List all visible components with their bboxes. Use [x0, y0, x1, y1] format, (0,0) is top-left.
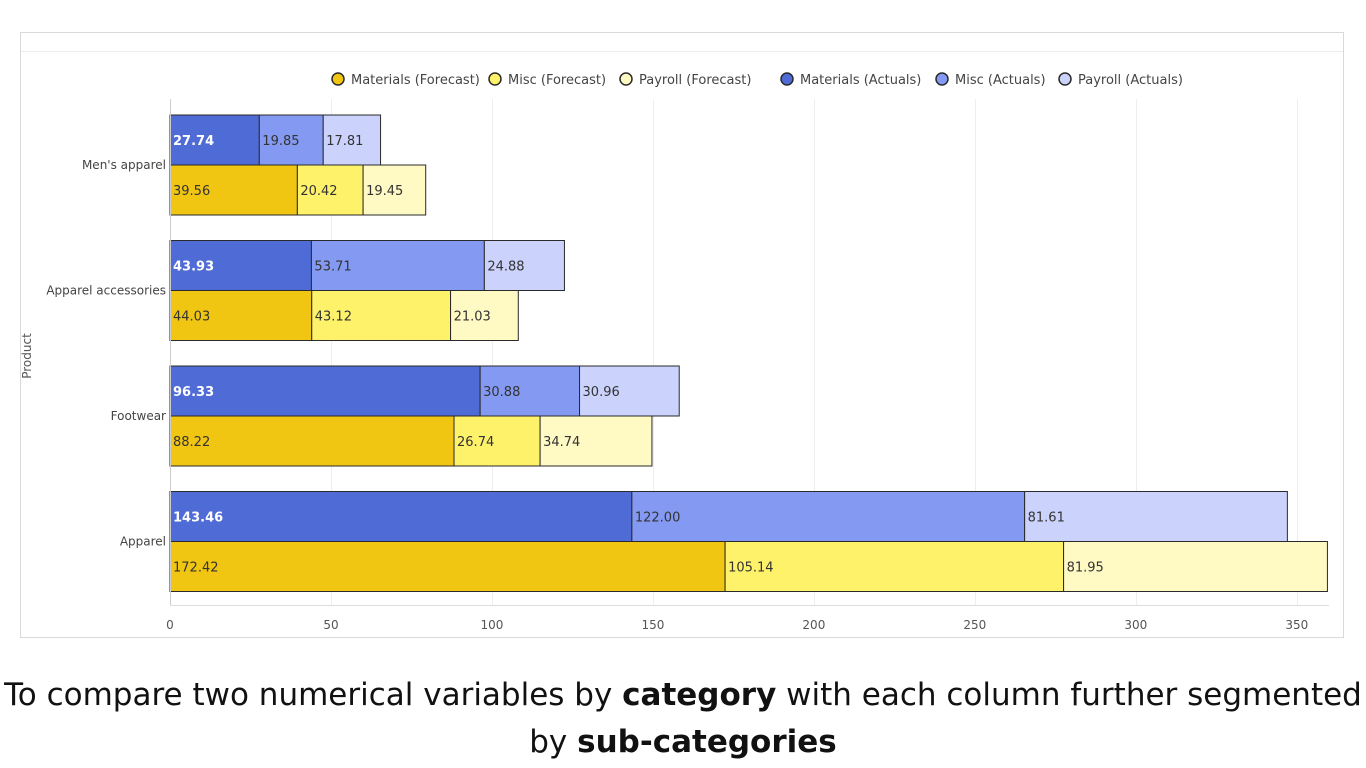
legend-item-misc-actuals: Misc (Actuals)	[935, 72, 1046, 88]
bar-label-materials-actuals-apparel-accessories: 43.93	[173, 260, 214, 275]
caption-text-1: To compare two numerical variables by	[4, 677, 623, 713]
bar-payroll-forecast-men-s-apparel	[362, 164, 427, 216]
bar-label-payroll-actuals-apparel: 81.61	[1028, 511, 1065, 526]
bar-materials-forecast-apparel-accessories	[169, 290, 313, 341]
legend-label-payroll-forecast: Payroll (Forecast)	[639, 73, 751, 88]
caption-text-2: with each column further segmented by	[529, 677, 1362, 760]
bar-materials-actuals-footwear	[169, 365, 481, 417]
bar-label-materials-forecast-men-s-apparel: 39.56	[173, 184, 210, 199]
bar-label-misc-actuals-footwear: 30.88	[483, 385, 520, 400]
bar-label-misc-forecast-apparel-accessories: 43.12	[315, 310, 352, 325]
x-tick-label-150: 150	[641, 618, 664, 632]
bar-label-payroll-forecast-men-s-apparel: 19.45	[366, 184, 403, 199]
bar-materials-forecast-footwear	[169, 415, 455, 467]
legend-item-misc-forecast: Misc (Forecast)	[488, 72, 606, 88]
x-tick-label-100: 100	[480, 618, 503, 632]
caption-bold-subcategories: sub-categories	[577, 724, 837, 760]
legend-label-misc-forecast: Misc (Forecast)	[508, 73, 606, 88]
bar-label-payroll-actuals-apparel-accessories: 24.88	[487, 260, 524, 275]
stacked-bar-chart: 27.74 19.85 17.81 43.93 53.71 24.88 96.33 30.88…	[21, 51, 1343, 632]
x-tick-label-50: 50	[323, 618, 338, 632]
legend: Materials (Forecast) Misc (Forecast) Payro…	[331, 72, 1183, 88]
bar-payroll-actuals-men-s-apparel	[322, 114, 382, 166]
chart-frame: 27.74 19.85 17.81 43.93 53.71 24.88 96.33 30.88…	[20, 32, 1344, 638]
bar-misc-actuals-footwear	[479, 365, 581, 417]
legend-item-payroll-forecast: Payroll (Forecast)	[619, 72, 751, 88]
bar-label-misc-actuals-men-s-apparel: 19.85	[262, 134, 299, 149]
bar-labels-layer: 27.74 19.85 17.81 43.93 53.71 24.88 96.33 30.88…	[173, 134, 1104, 576]
legend-marker-materials-actuals	[780, 72, 794, 86]
bars-layer	[169, 114, 1328, 592]
legend-marker-misc-actuals	[935, 72, 949, 86]
legend-item-materials-forecast: Materials (Forecast)	[331, 72, 480, 88]
legend-label-payroll-actuals: Payroll (Actuals)	[1078, 73, 1183, 88]
bar-payroll-forecast-apparel	[1063, 541, 1328, 592]
bar-label-payroll-actuals-footwear: 30.96	[583, 385, 620, 400]
bar-misc-forecast-apparel	[724, 541, 1065, 592]
bar-payroll-forecast-footwear	[539, 415, 653, 467]
legend-label-materials-forecast: Materials (Forecast)	[351, 73, 480, 88]
x-tick-label-200: 200	[802, 618, 825, 632]
bar-label-payroll-actuals-men-s-apparel: 17.81	[326, 134, 363, 149]
bar-label-materials-actuals-men-s-apparel: 27.74	[173, 134, 214, 149]
bar-label-payroll-forecast-apparel-accessories: 21.03	[454, 310, 491, 325]
legend-marker-misc-forecast	[488, 72, 502, 86]
bar-misc-forecast-men-s-apparel	[296, 164, 364, 216]
bar-misc-forecast-apparel-accessories	[311, 290, 452, 341]
bar-materials-forecast-apparel	[169, 541, 726, 592]
legend-marker-materials-forecast	[331, 72, 345, 86]
bar-label-materials-forecast-footwear: 88.22	[173, 435, 210, 450]
category-label-apparel: Apparel	[120, 535, 166, 549]
bar-label-materials-forecast-apparel-accessories: 44.03	[173, 310, 210, 325]
legend-label-materials-actuals: Materials (Actuals)	[800, 73, 921, 88]
bar-misc-forecast-footwear	[453, 415, 541, 467]
bar-label-payroll-forecast-footwear: 34.74	[543, 435, 580, 450]
x-tick-label-0: 0	[166, 618, 174, 632]
bar-label-misc-actuals-apparel-accessories: 53.71	[314, 260, 351, 275]
legend-label-misc-actuals: Misc (Actuals)	[955, 73, 1046, 88]
legend-item-payroll-actuals: Payroll (Actuals)	[1058, 72, 1183, 88]
x-tick-label-300: 300	[1124, 618, 1147, 632]
legend-item-materials-actuals: Materials (Actuals)	[780, 72, 921, 88]
legend-marker-payroll-forecast	[619, 72, 633, 86]
category-label-men-s-apparel: Men's apparel	[82, 158, 166, 172]
bar-label-misc-forecast-footwear: 26.74	[457, 435, 494, 450]
bar-materials-actuals-apparel	[169, 491, 633, 542]
bar-label-payroll-forecast-apparel: 81.95	[1067, 561, 1104, 576]
bar-payroll-forecast-apparel-accessories	[450, 290, 519, 341]
bar-label-materials-forecast-apparel: 172.42	[173, 561, 219, 576]
bar-label-misc-actuals-apparel: 122.00	[635, 511, 681, 526]
y-axis-title: Product	[21, 333, 34, 379]
category-label-footwear: Footwear	[111, 409, 166, 423]
bar-payroll-actuals-footwear	[579, 365, 680, 417]
caption-bold-category: category	[622, 677, 777, 713]
bar-label-materials-actuals-footwear: 96.33	[173, 385, 214, 400]
bar-label-misc-forecast-apparel: 105.14	[728, 561, 774, 576]
axis-layer: 0 50 100 150 200 250 300 350 Men's apparel Appare…	[46, 99, 1329, 632]
bar-label-materials-actuals-apparel: 143.46	[173, 511, 223, 526]
category-label-apparel-accessories: Apparel accessories	[46, 284, 166, 298]
caption: To compare two numerical variables by ca…	[0, 672, 1366, 766]
x-tick-label-250: 250	[963, 618, 986, 632]
legend-marker-payroll-actuals	[1058, 72, 1072, 86]
bar-label-misc-forecast-men-s-apparel: 20.42	[300, 184, 337, 199]
x-tick-label-350: 350	[1285, 618, 1308, 632]
bar-payroll-actuals-apparel-accessories	[483, 240, 565, 291]
bar-misc-actuals-apparel	[631, 491, 1026, 542]
